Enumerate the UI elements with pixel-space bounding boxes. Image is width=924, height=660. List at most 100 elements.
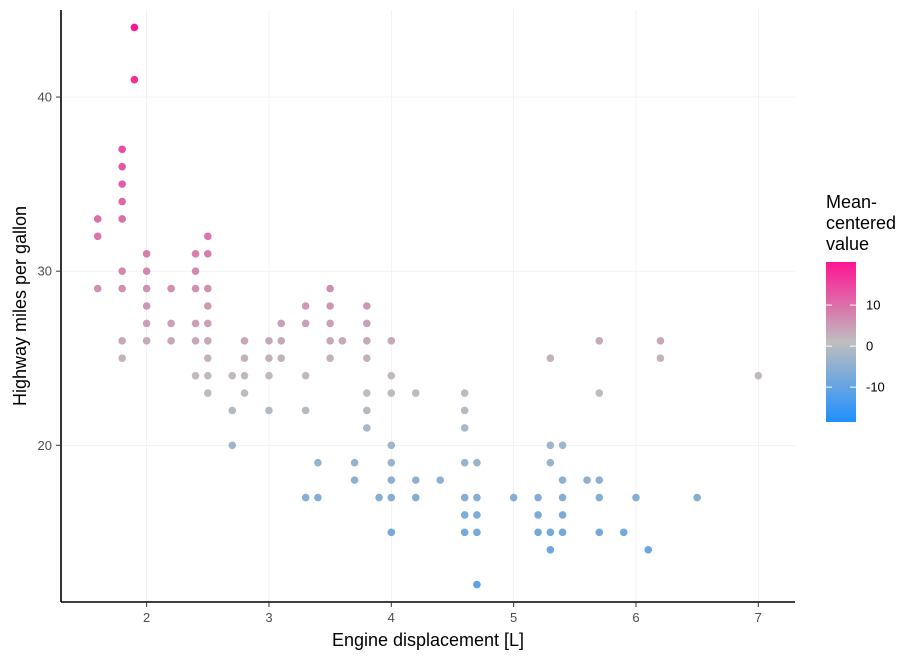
scatter-point	[350, 458, 359, 467]
scatter-point	[130, 75, 139, 84]
scatter-point	[436, 476, 445, 484]
scatter-point	[204, 302, 212, 310]
scatter-point	[387, 493, 396, 502]
scatter-point	[363, 424, 371, 432]
scatter-point	[387, 371, 396, 380]
data-points	[93, 23, 763, 589]
scatter-point	[191, 284, 200, 293]
axis-ticks: 2 3 4 5 6 7 20 30 40	[38, 90, 762, 625]
scatter-point	[473, 528, 481, 537]
scatter-point	[595, 389, 604, 397]
scatter-point	[546, 354, 555, 363]
scatter-point	[546, 441, 555, 450]
legend-tick-label: -10	[866, 380, 885, 395]
scatter-point	[240, 337, 249, 345]
legend-title-line-3: value	[826, 234, 869, 254]
scatter-point	[265, 371, 273, 380]
scatter-point	[240, 354, 249, 363]
scatter-point	[460, 511, 469, 519]
scatter-point	[228, 441, 237, 450]
scatter-point	[265, 354, 273, 363]
scatter-point	[656, 337, 665, 345]
x-tick-label: 7	[755, 610, 762, 625]
scatter-point	[204, 319, 212, 328]
scatter-point	[411, 476, 420, 484]
scatter-point	[619, 528, 628, 537]
scatter-point	[314, 458, 322, 467]
legend-tick-label: 10	[866, 298, 880, 313]
scatter-point	[118, 180, 126, 188]
scatter-point	[326, 302, 334, 310]
scatter-point	[363, 406, 371, 415]
scatter-point	[656, 354, 665, 363]
x-tick-label: 6	[632, 610, 639, 625]
scatter-point	[595, 337, 604, 345]
scatter-point	[204, 284, 212, 293]
scatter-point	[632, 493, 640, 502]
scatter-point	[130, 23, 139, 32]
legend-title-line-2: centered	[826, 213, 896, 233]
scatter-point	[118, 337, 126, 345]
scatter-point	[387, 458, 396, 467]
scatter-point	[118, 145, 126, 154]
scatter-point	[363, 337, 371, 345]
scatter-point	[265, 406, 273, 415]
scatter-point	[338, 337, 347, 345]
scatter-point	[583, 476, 591, 484]
scatter-point	[191, 371, 200, 380]
scatter-point	[411, 389, 420, 397]
scatter-point	[277, 337, 286, 345]
scatter-point	[118, 354, 126, 363]
scatter-point	[240, 389, 249, 397]
scatter-point	[167, 319, 175, 328]
scatter-point	[301, 493, 310, 502]
scatter-point	[191, 267, 200, 275]
scatter-point	[301, 319, 310, 328]
scatter-point	[546, 528, 555, 537]
x-axis-title: Engine displacement [L]	[332, 630, 524, 650]
axes	[60, 10, 795, 603]
y-tick-label: 30	[38, 264, 52, 279]
scatter-point	[595, 476, 604, 484]
scatter-point	[558, 528, 567, 537]
scatter-point	[142, 284, 151, 293]
scatter-point	[240, 371, 249, 380]
scatter-point	[118, 284, 126, 293]
scatter-point	[191, 319, 200, 328]
scatter-point	[363, 354, 371, 363]
scatter-point	[460, 528, 469, 537]
scatter-point	[473, 458, 481, 467]
scatter-point	[326, 319, 334, 328]
scatter-point	[363, 302, 371, 310]
scatter-point	[460, 424, 469, 432]
scatter-point	[350, 476, 359, 484]
scatter-point	[411, 493, 420, 502]
scatter-point	[314, 493, 322, 502]
color-legend: Mean- centered value 10 0 -10	[826, 192, 896, 422]
scatter-point	[387, 441, 396, 450]
scatter-point	[142, 249, 151, 258]
scatter-point	[473, 493, 481, 502]
scatter-point	[142, 302, 151, 310]
scatter-point	[118, 197, 126, 206]
scatter-point	[118, 267, 126, 275]
scatter-point	[558, 441, 567, 450]
scatter-point	[387, 528, 396, 537]
legend-title-line-1: Mean-	[826, 192, 877, 212]
scatter-point	[473, 511, 481, 519]
scatter-point	[228, 406, 237, 415]
scatter-point	[204, 389, 212, 397]
scatter-point	[204, 232, 212, 241]
scatter-point	[460, 493, 469, 502]
scatter-point	[93, 215, 102, 223]
scatter-point	[167, 337, 175, 345]
scatter-point	[326, 337, 334, 345]
scatter-point	[693, 493, 701, 502]
scatter-point	[363, 319, 371, 328]
legend-ticks: 10 0 -10	[826, 298, 885, 395]
scatter-point	[595, 528, 604, 537]
scatter-point	[558, 511, 567, 519]
scatter-point	[546, 458, 555, 467]
scatter-point	[93, 232, 102, 241]
